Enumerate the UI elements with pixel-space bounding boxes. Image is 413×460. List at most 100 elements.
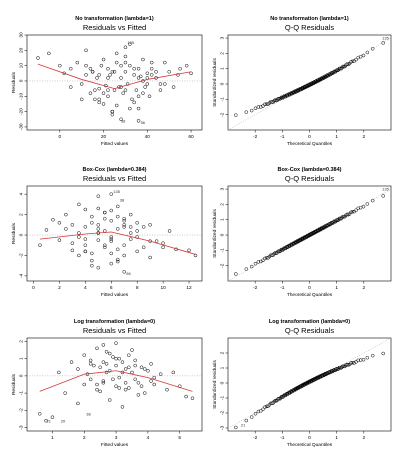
data-point	[115, 214, 120, 219]
data-point	[161, 245, 165, 250]
data-point	[152, 375, 157, 380]
data-point	[69, 66, 73, 71]
data-point	[97, 100, 101, 105]
data-point	[253, 411, 258, 416]
data-point	[110, 112, 115, 117]
x-tick-label: 12	[186, 285, 192, 291]
data-point	[148, 255, 152, 260]
data-point	[83, 243, 88, 247]
data-point	[370, 198, 375, 203]
data-point	[44, 228, 49, 232]
x-tick-label: 4	[147, 435, 150, 441]
data-point	[361, 53, 366, 58]
data-point	[167, 70, 171, 74]
y-axis-label: Standardized residuals	[212, 58, 218, 107]
data-point	[133, 377, 137, 382]
data-point	[123, 45, 128, 50]
x-tick-label: 2	[362, 134, 365, 140]
data-point	[122, 225, 126, 229]
data-point	[122, 270, 126, 274]
chart-subtitle: Q-Q Residuals	[285, 174, 334, 183]
data-point	[121, 91, 125, 95]
data-point	[123, 54, 128, 59]
data-point	[83, 237, 88, 241]
chart-subtitle: Residuals vs Fitted	[83, 174, 146, 183]
qq-reference-line	[227, 37, 392, 131]
data-point	[268, 100, 273, 104]
x-tick-label: 3	[115, 435, 118, 441]
data-point	[109, 237, 114, 241]
data-point	[141, 57, 145, 62]
data-point	[120, 360, 125, 364]
data-point	[88, 91, 93, 95]
data-point	[110, 70, 115, 74]
data-point	[163, 60, 167, 65]
data-point	[77, 202, 81, 207]
data-point	[82, 382, 87, 387]
x-tick-label: 20	[101, 134, 107, 140]
data-point	[104, 362, 109, 366]
data-point	[184, 394, 188, 399]
data-point	[97, 73, 101, 77]
x-tick-label: 2	[362, 435, 365, 441]
data-point	[149, 73, 154, 77]
data-point	[122, 216, 126, 221]
plot-frame	[26, 34, 203, 131]
data-point	[76, 367, 80, 371]
data-point	[149, 362, 153, 366]
data-point	[263, 256, 267, 261]
chart-panel-3: Box-Cox (lambda=0.384)Residuals vs Fitte…	[11, 167, 203, 298]
data-point	[104, 350, 109, 354]
data-point	[136, 106, 141, 111]
data-point	[98, 365, 102, 370]
data-point	[334, 367, 338, 371]
data-point	[97, 97, 101, 102]
data-point	[127, 386, 131, 390]
data-point	[123, 60, 128, 65]
y-tick-label: -3	[220, 426, 226, 431]
data-point	[37, 412, 42, 416]
data-point	[77, 253, 81, 258]
data-point	[115, 227, 120, 231]
data-point	[114, 103, 119, 108]
y-tick-label: -20	[19, 108, 25, 115]
data-point	[109, 192, 114, 196]
y-tick-label: 2	[220, 203, 226, 206]
data-point	[128, 42, 132, 46]
data-point	[135, 235, 139, 239]
data-point	[98, 389, 102, 394]
data-point	[63, 391, 67, 395]
data-point	[69, 85, 73, 89]
data-point	[134, 88, 139, 92]
data-point	[281, 95, 286, 99]
data-point	[361, 357, 366, 362]
qq-reference-line	[227, 188, 392, 282]
x-tick-label: 0	[32, 285, 35, 291]
data-point	[268, 253, 273, 257]
x-tick-label: -1	[280, 435, 285, 441]
data-point	[148, 223, 152, 227]
data-point	[76, 401, 80, 406]
x-tick-label: 0	[308, 435, 311, 441]
data-point	[193, 253, 198, 258]
data-point	[93, 88, 97, 92]
chart-title: Log transformation (lambda=0)	[74, 319, 155, 325]
data-point	[115, 204, 120, 209]
data-point	[256, 260, 261, 264]
data-point	[88, 377, 93, 382]
y-tick-label: 2	[19, 213, 25, 216]
data-point	[132, 100, 136, 105]
chart-subtitle: Residuals vs Fitted	[83, 326, 146, 335]
y-tick-label: 2	[220, 351, 226, 354]
data-point	[50, 415, 55, 419]
y-tick-label: -2	[220, 112, 226, 117]
data-point	[114, 384, 118, 388]
x-tick-label: 5	[178, 435, 181, 441]
data-point	[120, 405, 125, 409]
data-point	[136, 76, 141, 80]
data-point	[64, 212, 68, 217]
data-point	[36, 56, 40, 60]
data-point	[184, 63, 189, 68]
data-point	[365, 355, 370, 360]
data-point	[96, 227, 101, 231]
